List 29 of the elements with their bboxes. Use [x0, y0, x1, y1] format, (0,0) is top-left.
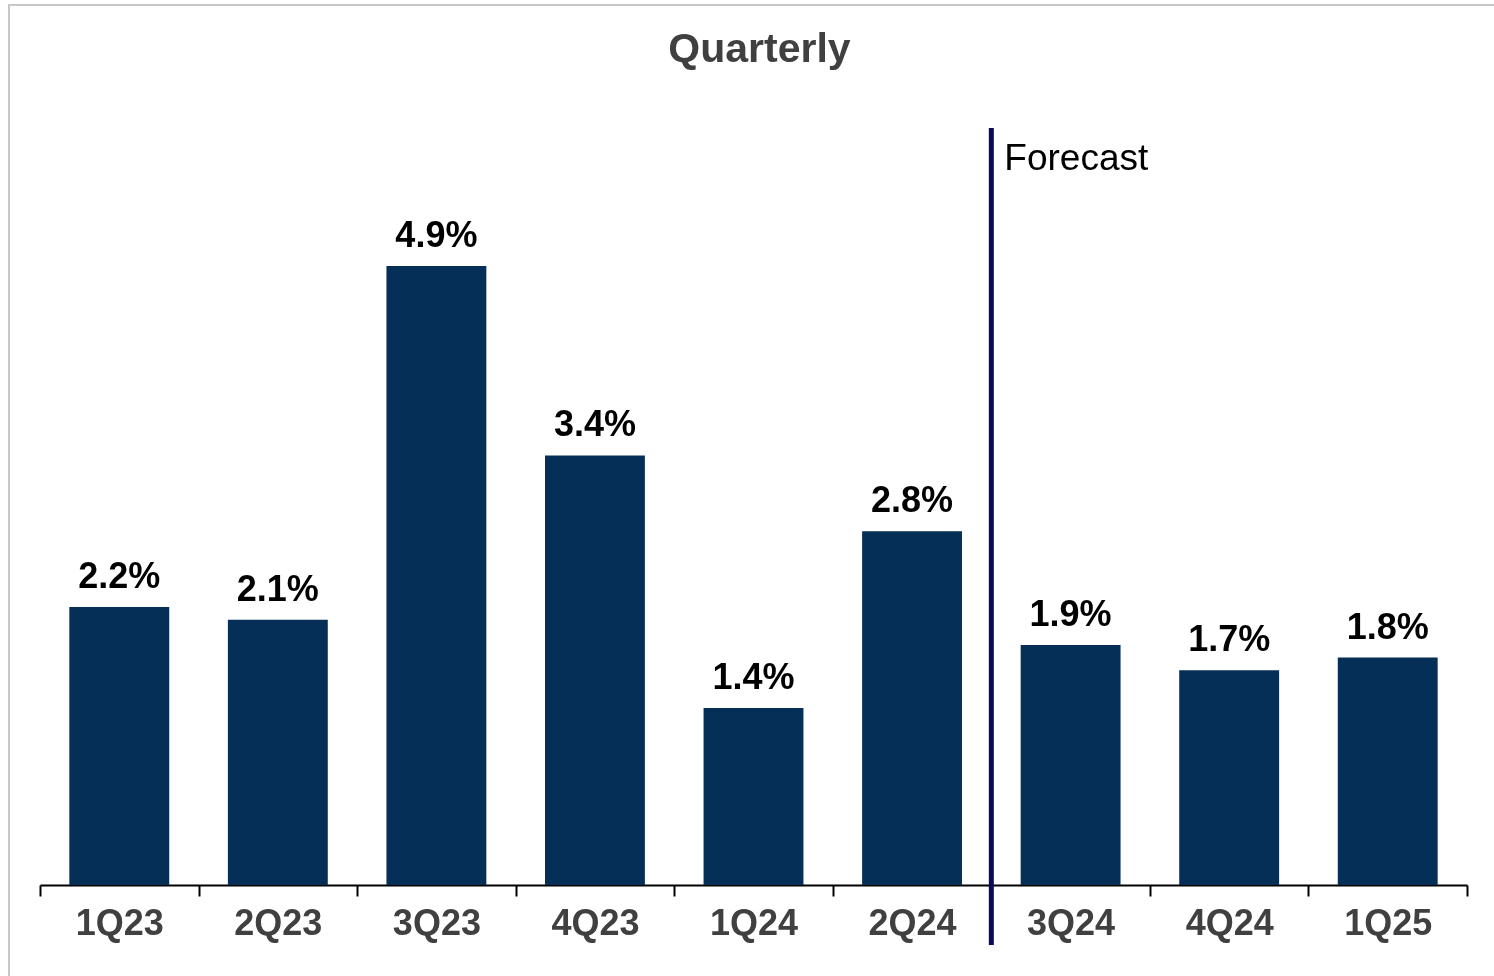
bar	[69, 607, 170, 885]
x-tick-label: 1Q25	[1344, 901, 1433, 943]
chart-title: Quarterly	[668, 24, 851, 71]
bar	[1337, 657, 1438, 885]
data-label: 4.9%	[395, 213, 478, 255]
ref-line-label: Forecast	[1004, 137, 1149, 178]
data-label: 1.8%	[1346, 605, 1429, 647]
x-tick-label: 4Q23	[551, 901, 640, 943]
x-tick-label: 1Q24	[709, 901, 799, 943]
bar	[703, 708, 804, 885]
bar	[545, 455, 645, 885]
data-label: 1.7%	[1188, 618, 1271, 660]
data-label: 2.2%	[78, 555, 161, 597]
bar	[862, 531, 962, 885]
bar	[1020, 644, 1121, 885]
x-tick-label: 4Q24	[1185, 901, 1274, 943]
x-tick-label: 3Q23	[392, 901, 481, 943]
x-tick-label: 2Q23	[234, 901, 323, 943]
x-tick-label: 1Q23	[75, 901, 164, 943]
data-label: 1.4%	[712, 656, 795, 698]
bar	[1179, 670, 1280, 885]
data-label: 1.9%	[1029, 592, 1112, 634]
data-label: 3.4%	[553, 403, 636, 445]
bar	[227, 619, 328, 885]
bar	[386, 265, 487, 885]
x-tick-label: 3Q24	[1027, 901, 1116, 943]
data-label: 2.8%	[871, 479, 954, 521]
data-label: 2.1%	[236, 567, 319, 609]
x-tick-label: 2Q24	[868, 901, 957, 943]
